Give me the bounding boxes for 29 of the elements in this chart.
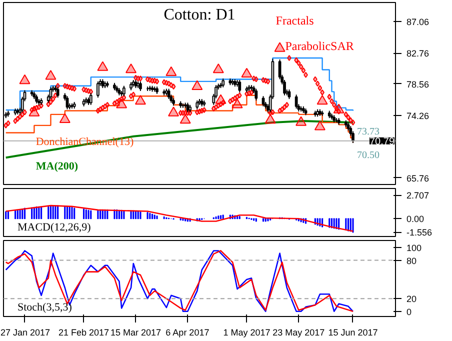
y-tick-label: 80 (406, 256, 417, 266)
y-tick-label: 20 (406, 294, 417, 304)
annotation: 73.73 (356, 126, 380, 138)
y-tick-label: -1.556 (406, 228, 432, 238)
x-tick-label: 21 Feb 2017 (58, 328, 110, 338)
x-tick-label: 6 Apr 2017 (166, 328, 210, 338)
text: MACD(12,26,9) (18, 222, 92, 234)
x-tick-label: 27 Jan 2017 (0, 328, 50, 338)
y-tick-label: 65.76 (406, 173, 430, 184)
x-tick-label: 15 Jun 2017 (328, 328, 378, 338)
y-tick-label: 82.76 (406, 48, 430, 59)
chart-title: Cotton: D1 (164, 6, 236, 24)
series-label: Fractals (276, 13, 314, 28)
y-tick-label: 0.00 (406, 214, 424, 224)
series-label: MA(200) (36, 160, 78, 173)
y-tick-label: 78.56 (406, 79, 430, 90)
series-label: DonchianChannel(13) (36, 136, 134, 148)
x-tick-label: 1 May 2017 (223, 328, 270, 338)
x-tick-label: 23 May 2017 (272, 328, 325, 338)
ref-line-label: 70.79 (369, 136, 395, 148)
y-tick-label: 100 (406, 243, 422, 254)
y-tick-label: 87.06 (406, 17, 430, 28)
x-tick-label: 15 Mar 2017 (110, 328, 162, 338)
series-label: ParabolicSAR (285, 38, 354, 53)
y-tick-label: 74.26 (406, 110, 430, 121)
text: Stoch(3,5,3) (18, 302, 72, 314)
annotation: 70.50 (356, 150, 380, 162)
y-tick-label: 2.707 (406, 190, 430, 201)
y-tick-label: 0 (406, 306, 412, 317)
